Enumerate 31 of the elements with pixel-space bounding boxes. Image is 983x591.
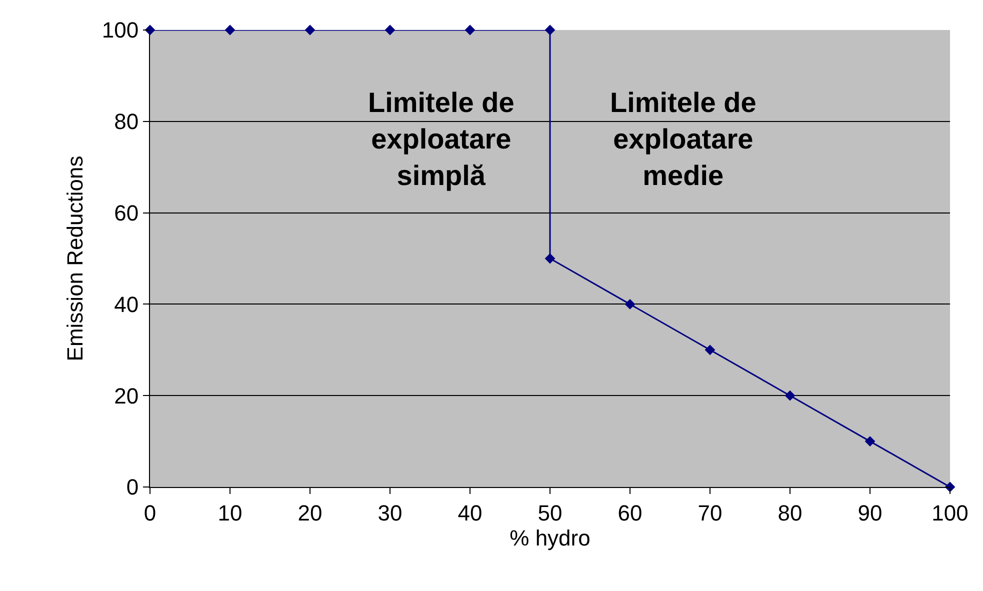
point bbox=[784, 390, 796, 401]
x-tick-label: 20 bbox=[298, 500, 322, 526]
x-tick-label: 100 bbox=[932, 500, 968, 526]
point bbox=[864, 436, 876, 446]
annotation: Limitele de exploatare simplă bbox=[368, 87, 514, 191]
point bbox=[304, 24, 316, 36]
y-tick-label: 80 bbox=[114, 109, 139, 134]
x-tick-label: 10 bbox=[218, 500, 242, 526]
x-tick-label: 60 bbox=[618, 500, 642, 526]
x-tick-label: 30 bbox=[378, 500, 402, 526]
point bbox=[624, 299, 636, 310]
y-tick-label: 20 bbox=[114, 383, 139, 408]
point bbox=[544, 253, 556, 264]
x-tick-label: 40 bbox=[458, 500, 482, 526]
y-tick-label: 0 bbox=[126, 474, 139, 500]
y-tick-label: 60 bbox=[114, 200, 139, 226]
point bbox=[704, 344, 716, 356]
x-tick-label: 80 bbox=[778, 500, 802, 526]
annotation: Limitele de exploatare medie bbox=[610, 87, 756, 191]
point bbox=[544, 24, 556, 36]
x-tick-label: 50 bbox=[538, 500, 562, 526]
y-tick-label: 40 bbox=[114, 292, 139, 317]
x-tick-label: 70 bbox=[698, 500, 722, 526]
x-tick-label: 0 bbox=[144, 500, 156, 526]
point bbox=[224, 24, 236, 36]
point bbox=[464, 24, 476, 36]
x-axis-title: % hydro bbox=[510, 525, 590, 550]
y-axis-title: Emission Reductions bbox=[62, 156, 88, 362]
x-tick-label: 90 bbox=[858, 500, 882, 526]
y-tick-label: 100 bbox=[102, 18, 139, 43]
point bbox=[384, 24, 396, 36]
